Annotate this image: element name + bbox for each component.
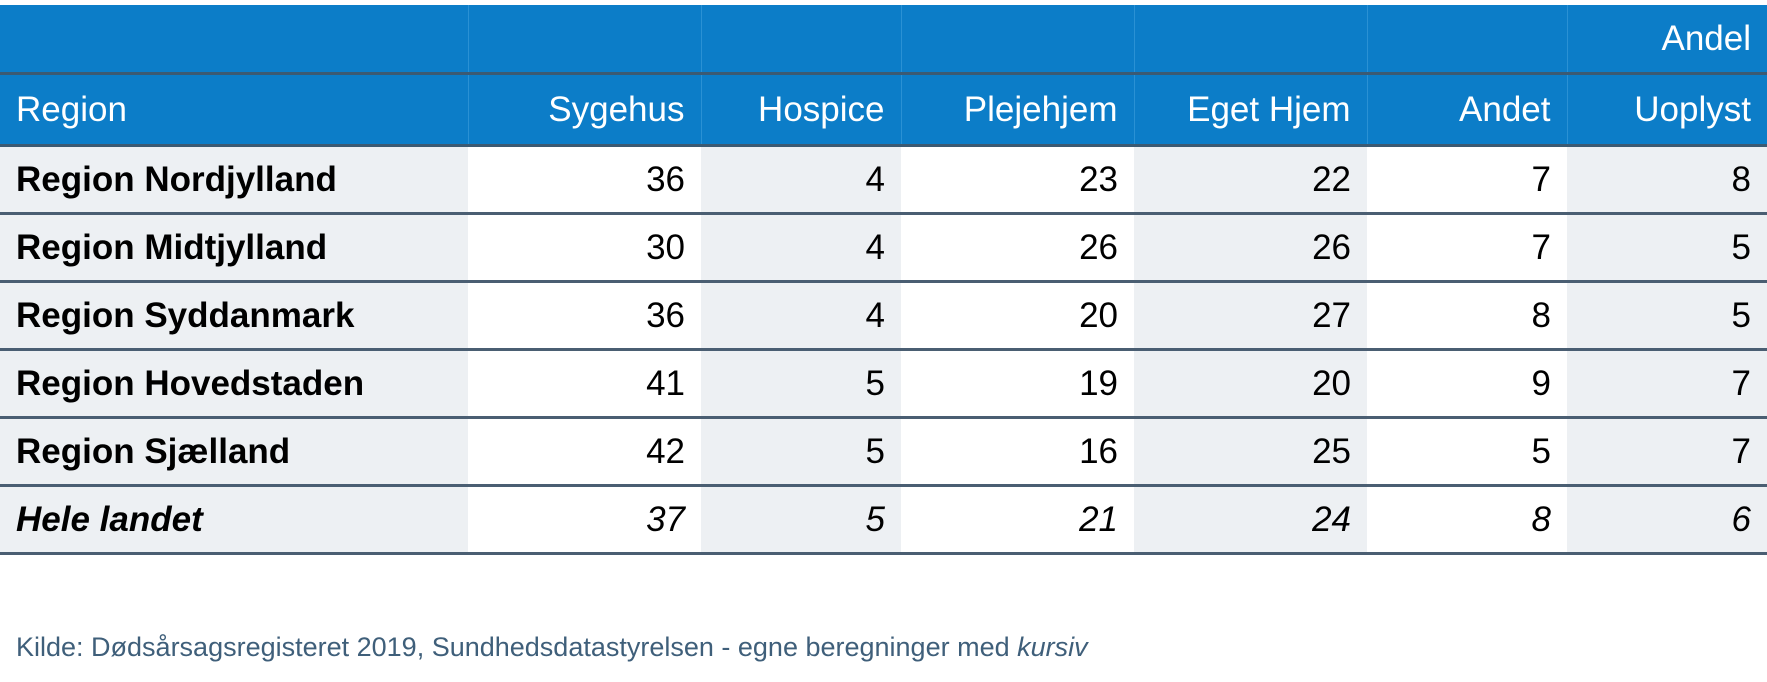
table-cell: 24 [1134, 485, 1367, 555]
table-row: Region Syddanmark 36 4 20 27 8 5 [0, 281, 1767, 351]
unit-cell-empty [700, 5, 901, 75]
table-row: Region Midtjylland 30 4 26 26 7 5 [0, 213, 1767, 283]
unit-cell-empty [467, 5, 701, 75]
table-cell: 8 [1367, 485, 1567, 555]
column-header-plejehjem: Plejehjem [900, 73, 1134, 147]
source-italic-text: kursiv [1017, 632, 1088, 662]
table-cell: 27 [1134, 281, 1367, 351]
table-cell: 8 [1567, 145, 1767, 215]
table-cell: 22 [1134, 145, 1367, 215]
table-cell: 4 [701, 281, 901, 351]
table-cell: 20 [1134, 349, 1367, 419]
source-note: Kilde: Dødsårsagsregisteret 2019, Sundhe… [16, 632, 1088, 663]
row-label: Region Midtjylland [0, 213, 468, 283]
table-cell: 30 [468, 213, 701, 283]
table-row: Region Sjælland 42 5 16 25 5 7 [0, 417, 1767, 487]
unit-cell-empty [0, 5, 468, 75]
table-cell: 8 [1367, 281, 1567, 351]
column-header-region: Region [0, 73, 468, 147]
table-cell: 5 [701, 417, 901, 487]
table-cell: 26 [901, 213, 1134, 283]
column-header-uoplyst: Uoplyst [1566, 73, 1767, 147]
table-row-total: Hele landet 37 5 21 24 8 6 [0, 485, 1767, 555]
table-cell: 7 [1567, 417, 1767, 487]
unit-cell-empty [1133, 5, 1367, 75]
source-text: Kilde: Dødsårsagsregisteret 2019, Sundhe… [16, 632, 1018, 662]
column-header-eget-hjem: Eget Hjem [1133, 73, 1367, 147]
table-row: Region Nordjylland 36 4 23 22 7 8 [0, 145, 1767, 215]
row-label: Region Syddanmark [0, 281, 468, 351]
row-label: Region Sjælland [0, 417, 468, 487]
row-label: Region Hovedstaden [0, 349, 468, 419]
table-cell: 4 [701, 145, 901, 215]
table-row: Region Hovedstaden 41 5 19 20 9 7 [0, 349, 1767, 419]
table-cell: 7 [1567, 349, 1767, 419]
unit-label: Andel [1566, 5, 1767, 75]
table-cell: 36 [468, 281, 701, 351]
column-header-row: Region Sygehus Hospice Plejehjem Eget Hj… [0, 73, 1767, 147]
table-cell: 36 [468, 145, 701, 215]
table-cell: 26 [1134, 213, 1367, 283]
column-header-sygehus: Sygehus [467, 73, 701, 147]
table-cell: 23 [901, 145, 1134, 215]
table-cell: 5 [701, 485, 901, 555]
table-cell: 37 [468, 485, 701, 555]
unit-cell-empty [1366, 5, 1567, 75]
table-cell: 7 [1367, 145, 1567, 215]
table-cell: 6 [1567, 485, 1767, 555]
table-cell: 16 [901, 417, 1134, 487]
unit-cell-empty [900, 5, 1134, 75]
column-header-hospice: Hospice [700, 73, 901, 147]
table-cell: 41 [468, 349, 701, 419]
table-cell: 19 [901, 349, 1134, 419]
data-table-container: Andel Region Sygehus Hospice Plejehjem E… [0, 5, 1767, 555]
table-cell: 5 [1567, 281, 1767, 351]
table-cell: 5 [1367, 417, 1567, 487]
unit-row: Andel [0, 5, 1767, 75]
table-cell: 20 [901, 281, 1134, 351]
data-table: Andel Region Sygehus Hospice Plejehjem E… [0, 5, 1767, 555]
table-cell: 4 [701, 213, 901, 283]
column-header-andet: Andet [1366, 73, 1567, 147]
table-cell: 42 [468, 417, 701, 487]
table-cell: 21 [901, 485, 1134, 555]
row-label: Hele landet [0, 485, 468, 555]
table-cell: 5 [1567, 213, 1767, 283]
table-cell: 25 [1134, 417, 1367, 487]
table-cell: 5 [701, 349, 901, 419]
row-label: Region Nordjylland [0, 145, 468, 215]
table-cell: 9 [1367, 349, 1567, 419]
table-cell: 7 [1367, 213, 1567, 283]
